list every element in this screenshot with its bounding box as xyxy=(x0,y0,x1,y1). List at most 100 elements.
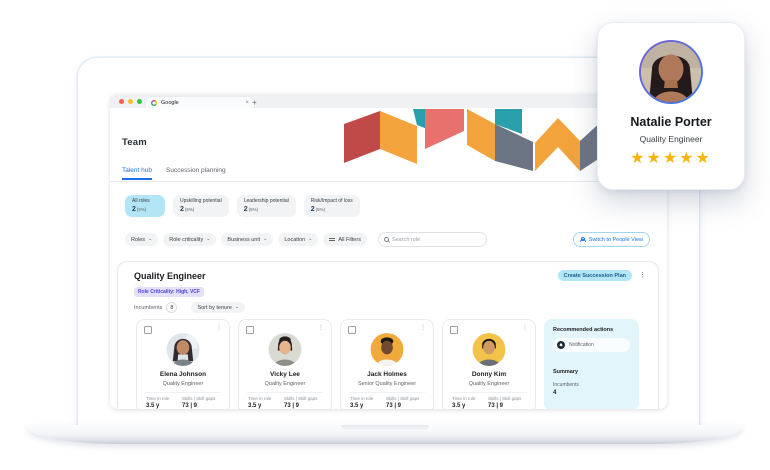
tabs-divider xyxy=(110,181,667,182)
skills-label: Skills | Skill gaps xyxy=(182,396,216,401)
card-divider xyxy=(247,392,323,393)
chevron-down-icon: ⌄ xyxy=(308,236,313,242)
filter-business-unit[interactable]: Business unit ⌄ xyxy=(221,233,274,246)
tab-succession-planning[interactable]: Succession planning xyxy=(166,167,226,174)
recommended-actions-title: Recommended actions xyxy=(553,327,614,333)
employee-title: Quality Engineer xyxy=(639,134,703,144)
filter-location[interactable]: Location ⌄ xyxy=(278,233,319,246)
browser-tab[interactable]: Google × xyxy=(146,97,254,108)
role-search-field[interactable] xyxy=(377,232,487,247)
incumbents-row: Incumbents 8 Sort by tenure ⌄ xyxy=(134,302,246,313)
select-checkbox[interactable] xyxy=(246,326,254,334)
laptop-base-notch xyxy=(341,425,429,430)
card-overflow-menu-icon[interactable]: ⋮ xyxy=(216,325,222,331)
create-succession-plan-button[interactable]: Create Succession Plan xyxy=(557,270,632,281)
filter-roles[interactable]: Roles ⌄ xyxy=(125,233,159,246)
time-in-role-value: 3.5 y xyxy=(452,403,466,409)
browser-chrome: Google × + xyxy=(110,94,667,109)
incumbent-name: Jack Holmes xyxy=(367,371,407,378)
card-overflow-menu-icon[interactable]: ⋮ xyxy=(522,325,528,331)
laptop-screen: Google × + xyxy=(77,57,700,427)
skills-value: 73 | 9 xyxy=(386,403,402,409)
incumbent-card-elena-johnson[interactable]: ⋮ Elena Johnson Quality Engineer Time in… xyxy=(136,319,230,409)
section-overflow-menu-icon[interactable]: ⋮ xyxy=(639,272,646,279)
all-filters-button[interactable]: All Filters xyxy=(323,233,367,246)
avatar-ring xyxy=(639,40,703,104)
skills-label: Skills | Skill gaps xyxy=(488,396,522,401)
incumbent-card-donny-kim[interactable]: ⋮ Donny Kim Quality Engineer Time in rol… xyxy=(442,319,536,409)
incumbents-label: Incumbents xyxy=(134,304,163,311)
skills-label: Skills | Skill gaps xyxy=(386,396,420,401)
rating-stars-icon: ★★★★★ xyxy=(630,150,712,167)
role-criticality-badge: Role Criticality: High, VCF xyxy=(134,287,204,297)
minimize-window-icon[interactable] xyxy=(128,99,133,104)
select-checkbox[interactable] xyxy=(144,326,152,334)
skills-value: 73 | 9 xyxy=(284,403,300,409)
avatar xyxy=(166,333,200,366)
incumbent-title: Quality Engineer xyxy=(264,381,306,387)
incumbent-title: Quality Engineer xyxy=(162,381,204,387)
chevron-down-icon: ⌄ xyxy=(206,236,211,242)
page-title: Team xyxy=(122,137,147,148)
chip-all-roles[interactable]: All roles 2(5%) xyxy=(125,195,165,217)
tab-talent-hub[interactable]: Talent hub xyxy=(122,167,152,180)
employee-name: Natalie Porter xyxy=(630,115,712,129)
incumbent-card-vicky-lee[interactable]: ⋮ Vicky Lee Quality Engineer Time in rol… xyxy=(238,319,332,409)
summary-title: Summary xyxy=(553,369,579,375)
card-divider xyxy=(145,392,221,393)
avatar xyxy=(268,333,302,366)
incumbent-title: Senior Quality Engineer xyxy=(357,381,417,387)
nav-tabs: Talent hub Succession planning xyxy=(122,167,226,180)
chevron-down-icon: ⌄ xyxy=(234,304,240,310)
search-input[interactable] xyxy=(391,236,481,243)
role-section-card: Quality Engineer Create Succession Plan … xyxy=(117,261,659,409)
browser-window: Google × + xyxy=(110,94,667,409)
filter-sliders-icon xyxy=(329,237,336,242)
incumbent-name: Donny Kim xyxy=(471,371,507,378)
summary-incumbents-value: 4 xyxy=(553,390,557,396)
skills-value: 73 | 9 xyxy=(488,403,504,409)
close-tab-icon[interactable]: × xyxy=(245,99,249,106)
incumbent-card-jack-holmes[interactable]: ⋮ Jack Holmes Senior Quality Engineer Ti… xyxy=(340,319,434,409)
filter-row: Roles ⌄ Role criticality ⌄ Business unit ⌄ … xyxy=(125,232,487,247)
chip-upskilling-potential[interactable]: Upskilling potential 2(5%) xyxy=(173,195,229,217)
incumbent-cards-row: ⋮ Elena Johnson Quality Engineer Time in… xyxy=(136,319,639,409)
people-icon xyxy=(579,237,587,242)
decorative-zigzag-banner xyxy=(344,109,632,171)
time-in-role-label: Time in role xyxy=(146,396,170,401)
chevron-down-icon: ⌄ xyxy=(263,236,268,242)
close-window-icon[interactable] xyxy=(119,99,124,104)
time-in-role-value: 3.5 y xyxy=(248,403,262,409)
switch-to-people-view-button[interactable]: Switch to People View xyxy=(572,232,650,247)
skills-label: Skills | Skill gaps xyxy=(284,396,318,401)
chevron-down-icon: ⌄ xyxy=(148,236,153,242)
incumbent-title: Quality Engineer xyxy=(468,381,510,387)
chip-leadership-potential[interactable]: Leadership potential 2(5%) xyxy=(236,195,296,217)
maximize-window-icon[interactable] xyxy=(137,99,142,104)
card-overflow-menu-icon[interactable]: ⋮ xyxy=(318,325,324,331)
new-tab-button[interactable]: + xyxy=(252,98,257,107)
chip-risk-impact-of-loss[interactable]: Risk/Impact of loss 2(5%) xyxy=(303,195,360,217)
avatar xyxy=(472,333,506,366)
sort-by-tenure-dropdown[interactable]: Sort by tenure ⌄ xyxy=(191,302,246,313)
time-in-role-label: Time in role xyxy=(350,396,374,401)
filter-role-criticality[interactable]: Role criticality ⌄ xyxy=(163,233,217,246)
card-overflow-menu-icon[interactable]: ⋮ xyxy=(420,325,426,331)
time-in-role-label: Time in role xyxy=(248,396,272,401)
select-checkbox[interactable] xyxy=(450,326,458,334)
avatar xyxy=(641,42,701,102)
incumbent-name: Elena Johnson xyxy=(159,371,207,378)
employee-popup-card[interactable]: Natalie Porter Quality Engineer ★★★★★ xyxy=(597,22,745,190)
window-controls xyxy=(119,99,142,104)
search-icon xyxy=(383,237,389,242)
time-in-role-label: Time in role xyxy=(452,396,476,401)
incumbents-count-badge: 8 xyxy=(166,302,178,313)
notification-action[interactable]: Notification xyxy=(553,338,630,352)
select-checkbox[interactable] xyxy=(348,326,356,334)
summary-incumbents-label: Incumbents xyxy=(553,382,579,388)
time-in-role-value: 3.5 y xyxy=(350,403,364,409)
bell-icon xyxy=(557,341,565,349)
skills-value: 73 | 9 xyxy=(182,403,198,409)
google-favicon-icon xyxy=(151,99,157,106)
